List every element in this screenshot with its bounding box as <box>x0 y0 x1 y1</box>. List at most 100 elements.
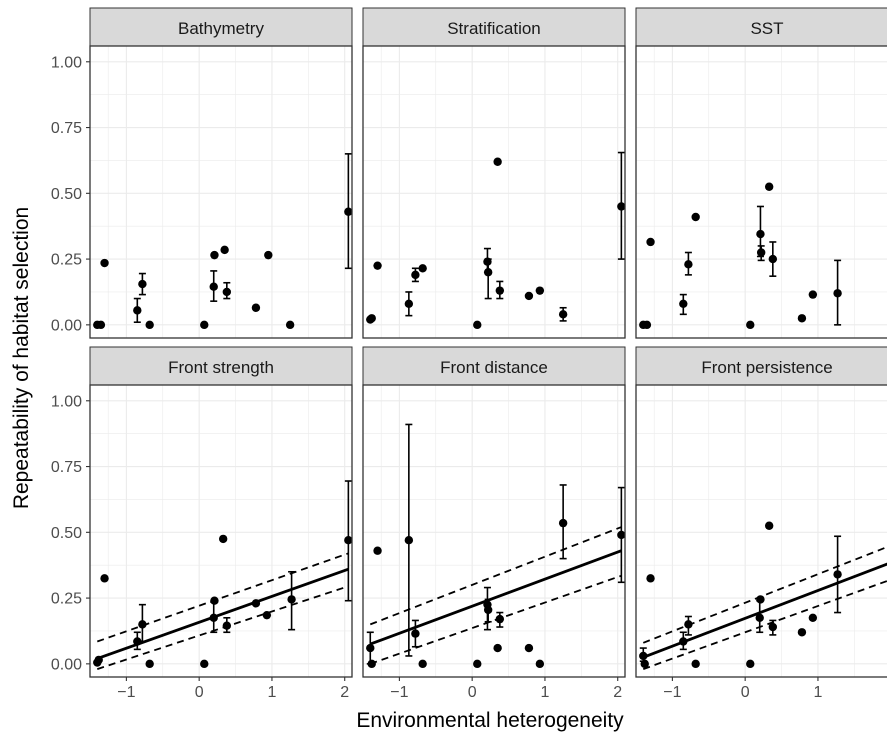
data-point <box>367 659 376 669</box>
panel-background <box>90 385 352 677</box>
gridlines <box>90 46 352 338</box>
fit-lower-ci-line <box>96 585 349 670</box>
data-point <box>756 229 765 239</box>
data-point <box>218 534 228 544</box>
data-point <box>209 613 218 623</box>
data-point <box>222 621 232 630</box>
data-point <box>617 202 626 211</box>
data-point <box>251 599 261 608</box>
data-point <box>797 314 807 323</box>
facet-strip <box>362 7 626 47</box>
data-point <box>764 182 774 191</box>
data-point <box>639 651 648 661</box>
data-point <box>797 628 807 637</box>
data-point <box>404 536 414 545</box>
data-point <box>411 270 420 280</box>
fit-line <box>369 549 622 646</box>
data-point <box>209 282 218 291</box>
y-tick-label: 0.75 <box>51 120 82 137</box>
data-point <box>617 530 626 540</box>
data-point <box>222 287 232 297</box>
data-point <box>495 286 505 295</box>
data-point <box>200 320 209 330</box>
data-point <box>133 637 142 646</box>
y-tick-label: 0.75 <box>51 459 82 476</box>
y-tick-label: 0.00 <box>51 656 82 673</box>
gridlines <box>636 385 887 677</box>
facet-strip <box>635 346 887 386</box>
data-point <box>493 157 502 166</box>
facet-title: SST <box>750 19 783 38</box>
data-point <box>646 237 655 247</box>
data-point <box>495 614 505 624</box>
data-point <box>691 212 700 222</box>
data-point <box>755 613 764 623</box>
x-tick-label: −1 <box>117 684 135 701</box>
y-tick-label: 0.25 <box>51 591 82 608</box>
data-point <box>210 250 219 260</box>
error-bar <box>484 258 492 300</box>
data-point <box>138 279 147 289</box>
gridlines <box>636 46 887 338</box>
data-point <box>418 659 427 669</box>
x-tick-label: 1 <box>267 684 276 701</box>
data-point <box>493 643 502 653</box>
x-tick-label: 1 <box>813 684 822 701</box>
data-point <box>367 314 376 323</box>
data-point <box>483 268 493 277</box>
data-point <box>768 622 778 632</box>
panel-sst: SST <box>635 7 887 339</box>
x-tick-label: 0 <box>468 684 477 701</box>
data-point <box>96 320 106 330</box>
data-point <box>535 286 545 295</box>
data-point <box>200 659 209 669</box>
y-tick-label: 0.50 <box>51 525 82 542</box>
data-point <box>768 254 778 264</box>
data-point <box>251 303 261 312</box>
data-point <box>684 620 693 629</box>
x-tick-label: −1 <box>663 684 681 701</box>
data-point <box>138 620 147 629</box>
y-tick-label: 1.00 <box>51 393 82 410</box>
data-point <box>756 248 766 257</box>
data-point <box>373 546 382 555</box>
panel-border <box>635 45 887 339</box>
fit-upper-ci-line <box>369 526 622 626</box>
x-tick-label: 0 <box>195 684 204 701</box>
x-tick-label: −1 <box>390 684 408 701</box>
data-point <box>411 629 420 638</box>
data-point <box>535 659 545 669</box>
facet-strip <box>362 346 626 386</box>
data-point <box>285 320 295 330</box>
data-point <box>558 310 568 319</box>
x-tick-label: 2 <box>340 684 349 701</box>
data-point <box>210 596 219 605</box>
fit-upper-ci-line <box>642 546 887 644</box>
data-point <box>404 299 414 309</box>
x-tick-label: 2 <box>613 684 622 701</box>
y-axis-title: Repeatability of habitat selection <box>10 207 33 509</box>
y-tick-label: 0.50 <box>51 186 82 203</box>
data-point <box>679 299 688 309</box>
data-point <box>833 289 842 298</box>
data-point <box>746 320 755 330</box>
data-point <box>473 659 482 669</box>
data-point <box>640 659 649 669</box>
data-point <box>679 637 688 646</box>
data-point <box>220 245 229 255</box>
data-point <box>94 655 103 665</box>
data-point <box>100 574 109 583</box>
data-point <box>344 536 353 545</box>
panel-border <box>362 384 626 678</box>
data-point <box>473 320 482 330</box>
panel-border <box>89 45 353 339</box>
panel-front-distance: Front distance −1 0 1 2 <box>362 346 626 701</box>
data-point <box>262 610 272 620</box>
x-tick-label: 1 <box>540 684 549 701</box>
fit-lower-ci-line <box>642 580 887 670</box>
panel-border <box>89 384 353 678</box>
data-point <box>133 306 142 315</box>
x-tick-label: 0 <box>741 684 750 701</box>
facet-strip <box>635 7 887 47</box>
